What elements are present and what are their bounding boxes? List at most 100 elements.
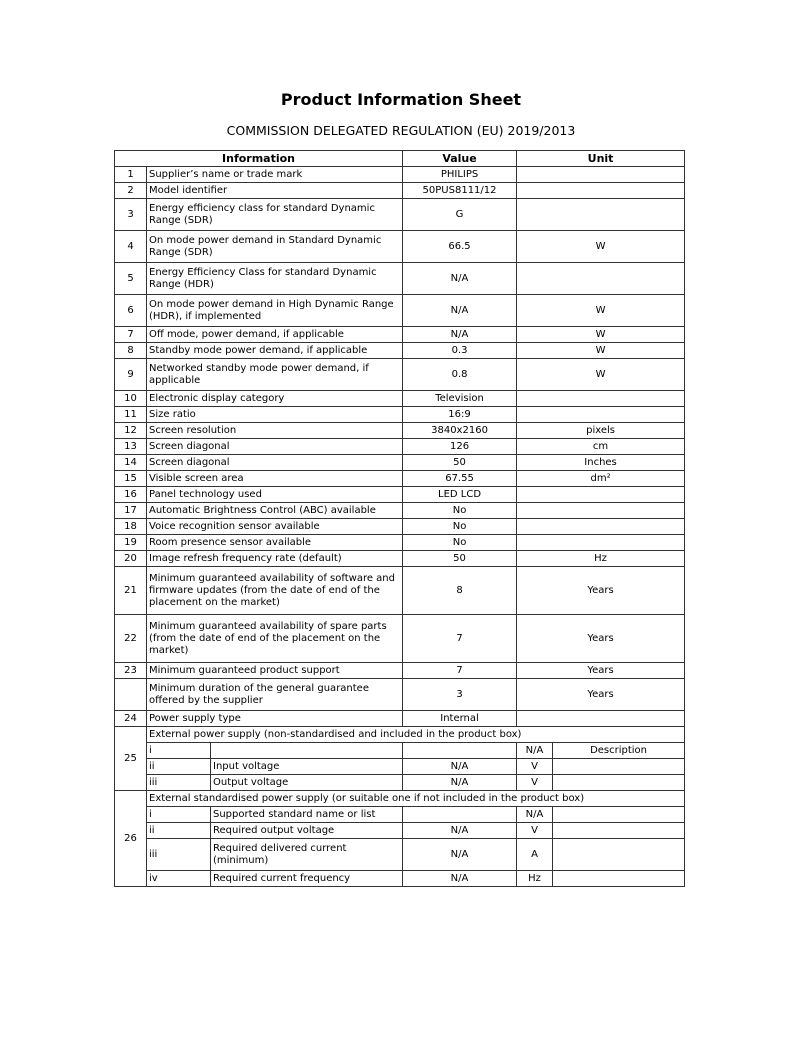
row-number: 21 (114, 566, 147, 615)
row-value-entry: Television (435, 392, 484, 404)
row-info: Power supply type (145, 710, 404, 727)
row-number: 7 (114, 326, 147, 343)
row-value-entry: 66.5 (448, 240, 471, 252)
row-unit: Years (516, 566, 686, 615)
row-value: 3 (402, 678, 518, 711)
power-supply-title: External power supply (non-standardised … (145, 726, 686, 743)
row-value: 8 (402, 566, 518, 615)
row-value: PHILIPS (402, 166, 518, 183)
sub-unit: A (516, 838, 554, 871)
power-supply-row: iii Required delivered current (minimum) N… (115, 838, 686, 871)
table-row: 13 Screen diagonal 126 cm (114, 438, 686, 455)
row-number: 20 (114, 550, 147, 567)
row-info: Screen diagonal (145, 438, 404, 455)
row-value: Television (402, 390, 518, 407)
row-info: Screen diagonal (145, 454, 404, 471)
row-value: 126 (402, 438, 518, 455)
power-supply-title: External standardised power supply (or s… (145, 790, 686, 807)
row-value: LED LCD (402, 486, 518, 503)
row-info: Screen resolution (145, 422, 404, 439)
page-subtitle: COMMISSION DELEGATED REGULATION (EU) 201… (226, 123, 576, 138)
sub-unit: N/A (516, 806, 554, 823)
row-info: Energy efficiency class for standard Dyn… (145, 198, 404, 231)
row-value-text: 3 (456, 688, 463, 700)
row-info: On mode power demand in High Dynamic Ran… (145, 294, 404, 327)
row-number: 3 (114, 198, 147, 231)
row-info: Standby mode power demand, if applicable (145, 342, 404, 359)
row-info: Minimum guaranteed product support (145, 662, 404, 679)
row-info: Minimum duration of the general guarante… (145, 678, 404, 711)
row-number: 4 (114, 230, 147, 263)
sub-value: N/A (402, 870, 518, 887)
row-value-text: 7 (456, 664, 463, 676)
row-unit (516, 710, 686, 727)
table-row: 18 Voice recognition sensor available No (114, 518, 686, 535)
row-value-entry: N/A (450, 328, 469, 340)
row-number: 23 (114, 662, 147, 679)
power-supply-header-row: 26 External standardised power supply (or… (114, 790, 686, 887)
row-number: 5 (114, 262, 147, 295)
row-value-entry: 126 (449, 440, 470, 452)
row-number: 19 (114, 534, 147, 551)
row-value-text: 8 (456, 584, 463, 596)
row-unit (516, 198, 686, 231)
row-value: G (402, 198, 518, 231)
row-info: Supplier’s name or trade mark (145, 166, 404, 183)
row-info: Visible screen area (145, 470, 404, 487)
row-unit: W (516, 230, 686, 263)
table-row: 23 Minimum guaranteed product support 7 … (114, 662, 686, 679)
row-value-entry: N/A (450, 304, 469, 316)
table-row: 8 Standby mode power demand, if applicab… (114, 342, 686, 359)
row-info: Electronic display category (145, 390, 404, 407)
row-unit (516, 518, 686, 535)
row-info: On mode power demand in Standard Dynamic… (145, 230, 404, 263)
row-value-entry: 50 (453, 456, 466, 468)
row-info: Model identifier (145, 182, 404, 199)
row-unit: W (516, 294, 686, 327)
row-number: 1 (114, 166, 147, 183)
row-info: Off mode, power demand, if applicable (145, 326, 404, 343)
row-unit: W (516, 358, 686, 391)
row-value: 16:9 (402, 406, 518, 423)
sub-index: iv (146, 870, 211, 887)
sub-label (209, 742, 404, 759)
row-value: 67.55 (402, 470, 518, 487)
sub-value: N/A (402, 758, 518, 775)
row-value-entry: No (452, 504, 467, 516)
table-row: 21 Minimum guaranteed availability of so… (114, 566, 686, 615)
power-supply-row: i Supported standard name or list N/A (115, 806, 686, 823)
row-unit: cm (516, 438, 686, 455)
row-unit (516, 502, 686, 519)
row-value: 50PUS8111/12 (402, 182, 518, 199)
row-unit (516, 390, 686, 407)
row-number: 22 (114, 614, 147, 663)
table-row: 14 Screen diagonal 50 Inches (114, 454, 686, 471)
row-number: 16 (114, 486, 147, 503)
row-value: N/A (402, 262, 518, 295)
sub-index: iii (146, 838, 211, 871)
row-info: Panel technology used (145, 486, 404, 503)
sub-label: Supported standard name or list (209, 806, 404, 823)
row-number: 8 (114, 342, 147, 359)
sub-value: N/A (402, 774, 518, 791)
power-supply-row: ii Required output voltage N/A V (115, 822, 686, 839)
row-value: Internal (402, 710, 518, 727)
sub-unit: Hz (516, 870, 554, 887)
sub-index: i (146, 806, 211, 823)
table-row: 6 On mode power demand in High Dynamic R… (114, 294, 686, 327)
row-number: 15 (114, 470, 147, 487)
row-number: 6 (114, 294, 147, 327)
row-number: 25 (114, 726, 147, 791)
table-row: 24 Power supply type Internal (114, 710, 686, 727)
row-info: Room presence sensor available (145, 534, 404, 551)
row-value-text: G (455, 208, 464, 220)
row-value: N/A (402, 294, 518, 327)
row-number: 12 (114, 422, 147, 439)
table-row: 2 Model identifier 50PUS8111/12 (114, 182, 686, 199)
row-value: No (402, 518, 518, 535)
power-supply-header-row: 25 External power supply (non-standardise… (114, 726, 686, 791)
row-unit: W (516, 342, 686, 359)
sub-label: Output voltage (209, 774, 404, 791)
table-row: 19 Room presence sensor available No (114, 534, 686, 551)
sub-label: Required current frequency (209, 870, 404, 887)
